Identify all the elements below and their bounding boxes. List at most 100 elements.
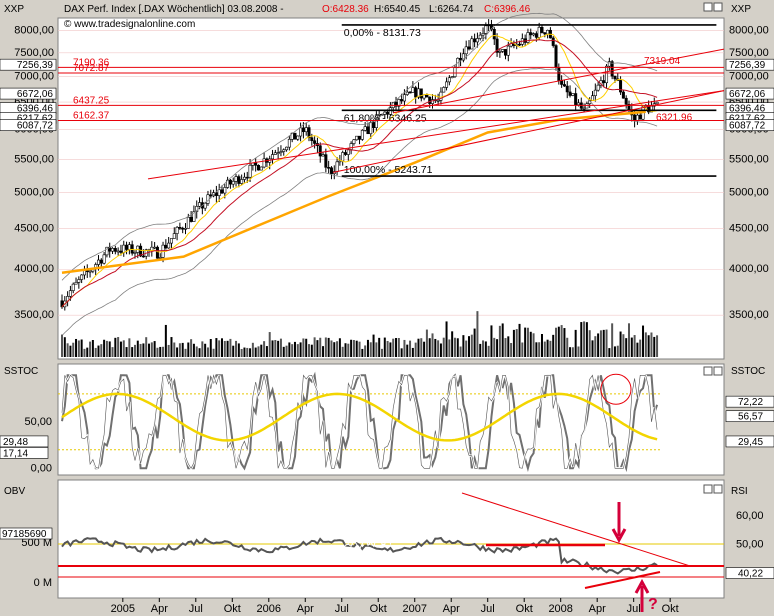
- candle-body: [321, 154, 325, 157]
- candle-body: [80, 274, 84, 280]
- volume-bar: [493, 337, 496, 357]
- price-minimize-button[interactable]: [703, 2, 713, 12]
- volume-bar: [653, 336, 656, 357]
- volume-bar: [395, 338, 398, 357]
- rsi-tag-right: [725, 567, 774, 579]
- obv-y-tick: 0 M: [34, 577, 52, 589]
- price-y-tick-right: 7500,00: [729, 47, 769, 59]
- volume-bar: [642, 325, 645, 357]
- obv-rsi-panel[interactable]: [57, 479, 725, 599]
- x-axis-label: Jul: [627, 603, 641, 615]
- volume-bar: [341, 346, 344, 357]
- volume-bar: [86, 347, 89, 357]
- x-axis-label: Okt: [516, 603, 533, 615]
- candle-body: [155, 246, 159, 259]
- arrow-up-icon: [634, 578, 650, 612]
- candle-body: [484, 25, 488, 34]
- ohlc-low: L:6264.74: [429, 4, 474, 15]
- price-level-label: 7319.04: [644, 56, 681, 67]
- volume-bar: [549, 340, 552, 357]
- candle-body: [276, 152, 280, 154]
- watermark: © www.tradesignalonline.com: [64, 19, 195, 30]
- candle-body: [164, 244, 168, 249]
- volume-bar: [560, 325, 563, 357]
- volume-bar: [176, 347, 179, 357]
- volume-bar: [125, 347, 128, 357]
- volume-bar: [277, 340, 280, 357]
- volume-bar: [574, 329, 577, 357]
- candle-body: [372, 122, 376, 129]
- volume-bar: [136, 340, 139, 357]
- candle-body: [206, 194, 210, 204]
- candle-body: [596, 84, 600, 91]
- price-tag-right: [725, 87, 774, 100]
- volume-bar: [170, 337, 173, 357]
- volume-bar: [515, 329, 518, 357]
- candle-body: [327, 167, 331, 169]
- candle-body: [273, 152, 277, 155]
- volume-bar: [145, 337, 148, 357]
- candle-body: [88, 270, 92, 273]
- volume-bar: [271, 340, 274, 357]
- price-y-tick-right: 3500,00: [729, 309, 769, 321]
- candle-body: [537, 26, 541, 38]
- sstoc-tag-right-text: 29,45: [738, 437, 763, 448]
- volume-bar: [215, 338, 218, 357]
- volume-bar: [69, 345, 72, 357]
- candle-body: [192, 211, 196, 222]
- sstoc-minimize-button[interactable]: [703, 366, 713, 376]
- candle-body: [518, 43, 522, 46]
- obv-close-button[interactable]: [713, 484, 723, 494]
- candle-body: [543, 32, 547, 35]
- volume-bar: [417, 338, 420, 357]
- candle-body: [453, 67, 457, 77]
- volume-bar: [192, 343, 195, 357]
- price-tag-right: [725, 58, 774, 71]
- candle-body: [217, 189, 221, 196]
- volume-bar: [103, 339, 106, 357]
- volume-bar: [414, 342, 417, 357]
- candle-body: [439, 91, 443, 101]
- volume-bar: [468, 336, 471, 357]
- volume-bar: [254, 347, 257, 357]
- volume-bar: [406, 344, 409, 357]
- volume-bar: [347, 343, 350, 357]
- volume-bar: [397, 337, 400, 357]
- volume-bar: [409, 340, 412, 357]
- volume-bar: [366, 339, 369, 357]
- volume-bar: [498, 325, 501, 357]
- volume-bar: [265, 346, 268, 357]
- candle-body: [635, 114, 639, 121]
- price-close-button[interactable]: [713, 2, 723, 12]
- volume-bar: [425, 329, 428, 357]
- candle-body: [299, 127, 303, 137]
- volume-bar: [597, 333, 600, 357]
- price-panel[interactable]: [57, 17, 725, 360]
- price-y-tick-left: 4500,00: [14, 223, 54, 235]
- candle-body: [231, 181, 235, 185]
- sstoc-highlight-circle: [600, 373, 632, 405]
- candle-body: [478, 34, 482, 39]
- volume-bar: [622, 334, 625, 357]
- sstoc-slow-line: [61, 392, 658, 442]
- obv-line: [61, 536, 658, 575]
- price-y-tick-right: 4000,00: [729, 263, 769, 275]
- candle-body: [119, 250, 123, 253]
- volume-bar: [260, 344, 263, 357]
- candle-body: [574, 93, 578, 106]
- volume-bar: [647, 335, 650, 357]
- candle-body: [74, 282, 78, 285]
- price-tag-right-text: 6087,72: [729, 121, 766, 132]
- obv-minimize-button[interactable]: [703, 484, 713, 494]
- volume-bar: [308, 344, 311, 357]
- candle-body: [498, 51, 502, 53]
- candle-body: [71, 283, 75, 291]
- volume-bar: [249, 348, 252, 357]
- rsi-y-tick: 50,00: [736, 539, 764, 551]
- sstoc-close-button[interactable]: [713, 366, 723, 376]
- candle-body: [546, 29, 550, 35]
- volume-bar: [448, 339, 451, 357]
- candle-body: [445, 81, 449, 88]
- volume-bar: [411, 347, 414, 357]
- volume-bar: [117, 337, 120, 357]
